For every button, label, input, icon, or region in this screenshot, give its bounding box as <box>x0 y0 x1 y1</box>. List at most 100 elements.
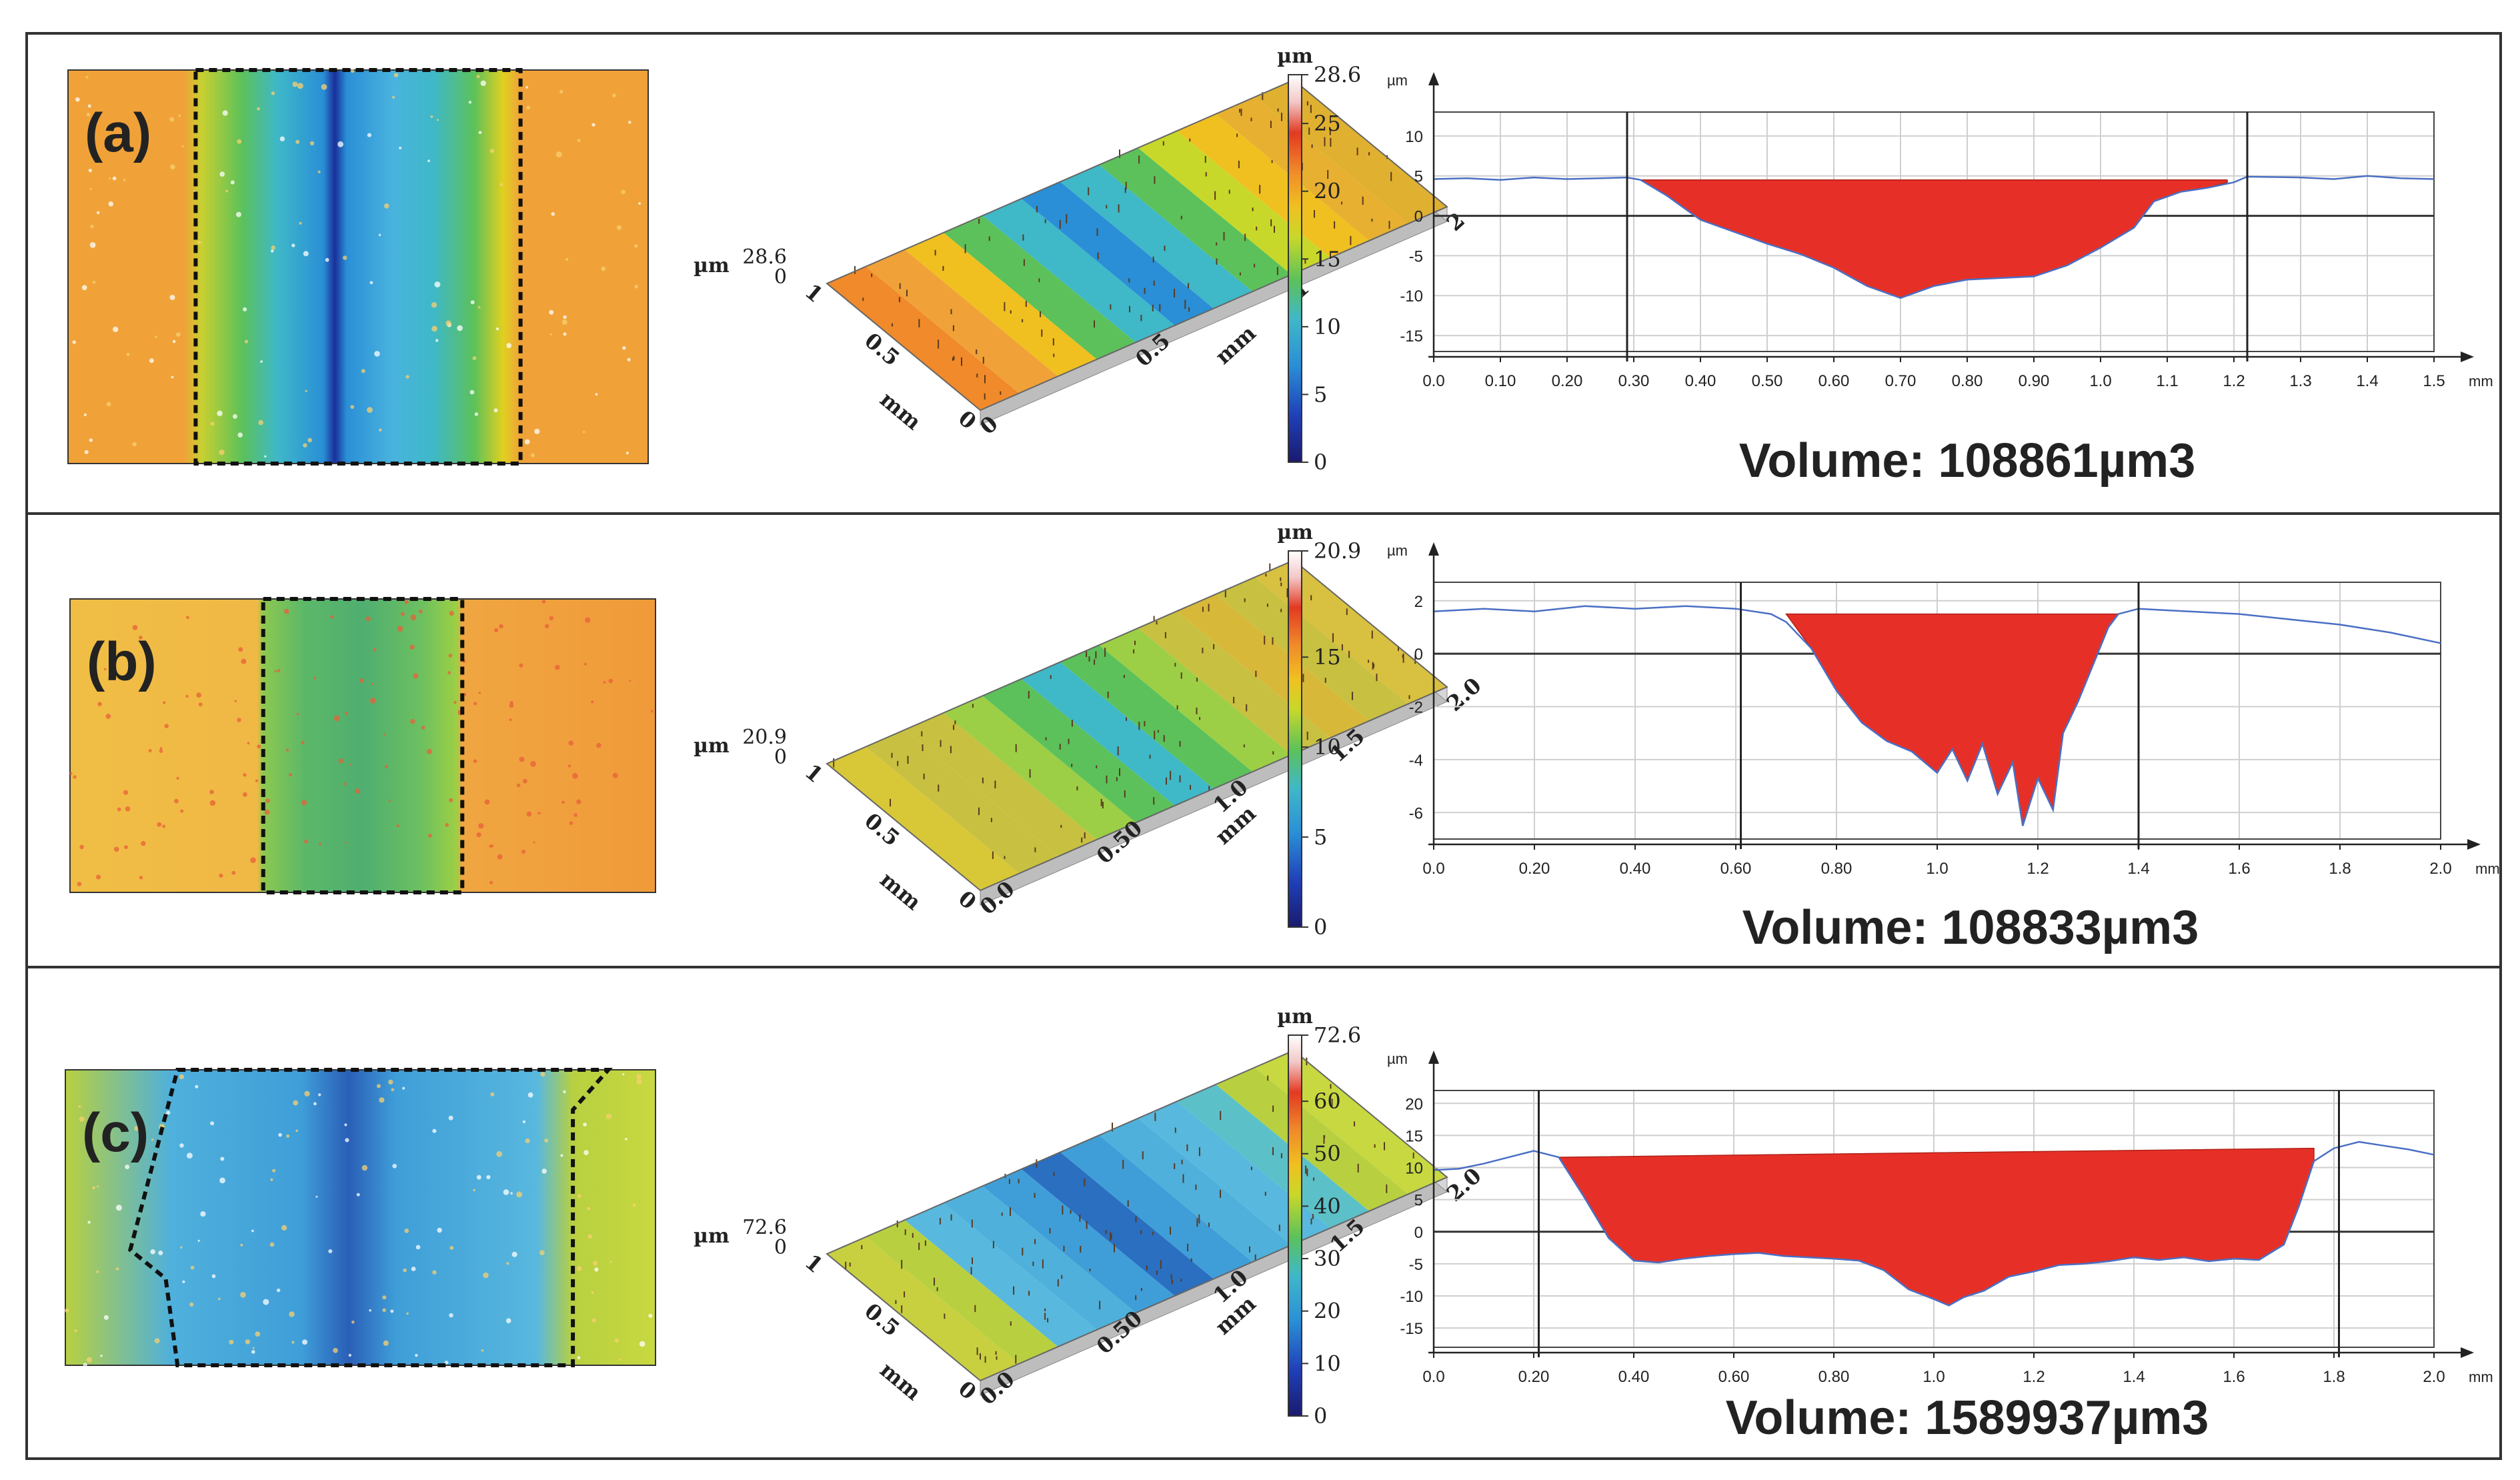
x-axis-unit: mm <box>2469 1369 2493 1385</box>
surface-speckle <box>219 1177 225 1184</box>
surface-speckle <box>625 452 629 455</box>
y-axis-unit: µm <box>1387 1050 1408 1067</box>
surface-speckle <box>232 414 237 419</box>
colorbar-tick-label: 10 <box>1314 1351 1341 1376</box>
y-tick-label: -5 <box>1409 247 1423 265</box>
surface-speckle <box>125 1165 130 1169</box>
colorbar-tick-label: 0 <box>1314 450 1327 475</box>
x-axis-arrow <box>2461 351 2474 362</box>
surface-speckle <box>478 823 484 829</box>
surface-speckle <box>648 1313 653 1318</box>
x-tick-label: 1.0 <box>1926 860 1948 878</box>
x-tick-label: 1.6 <box>2223 1368 2245 1386</box>
z-axis-unit: µm <box>694 734 730 758</box>
surface-speckle <box>359 678 364 683</box>
surface-speckle <box>307 438 313 443</box>
surface-stripe <box>904 1203 1097 1347</box>
surface-speckle <box>405 375 409 379</box>
topography-map: (b) <box>69 597 656 894</box>
surface-speckle <box>480 80 486 86</box>
surface-speckle <box>251 1229 254 1233</box>
surface-speckle <box>591 123 595 127</box>
x-tick-label: 1.0 <box>2089 372 2111 390</box>
surface-speckle <box>318 1093 321 1096</box>
y-tick-label: -5 <box>1409 1256 1423 1274</box>
surface-speckle <box>525 86 528 89</box>
surface-speckle <box>285 748 289 752</box>
surface-speckle <box>108 201 114 207</box>
surface-speckle <box>225 189 229 193</box>
surface-speckle <box>625 1138 627 1141</box>
surface-speckle <box>636 1078 642 1084</box>
y-tick-label: -15 <box>1400 1320 1423 1338</box>
surface-speckle <box>301 740 305 745</box>
surface-speckle <box>88 169 92 173</box>
surface-speckle <box>468 101 472 104</box>
surface-speckle <box>260 360 263 363</box>
surface-speckle <box>432 1270 437 1275</box>
surface-speckle <box>179 1143 184 1148</box>
surface-speckle <box>257 744 261 749</box>
surface-speckle <box>85 75 89 79</box>
surface-speckle <box>237 432 243 438</box>
profile-chart: 0.0 0.10 0.20 0.30 0.40 0.50 0.60 0.70 0.80 0.90 1… <box>1387 72 2493 390</box>
surface-speckle <box>81 285 87 291</box>
surface-speckle <box>309 141 315 145</box>
surface-speckle <box>563 332 567 336</box>
surface-speckle <box>545 624 549 628</box>
surface-speckle <box>251 1350 255 1354</box>
y-tick-label: -15 <box>1400 327 1423 345</box>
surface-stripe <box>1216 1067 1408 1211</box>
surface-outline <box>826 1049 1448 1382</box>
colorbar-unit: µm <box>1277 45 1313 68</box>
y-tick-label: -10 <box>1400 1288 1423 1306</box>
surface-speckle <box>123 179 126 181</box>
surface-speckle <box>318 842 321 846</box>
surface-speckle <box>410 614 417 621</box>
surface-speckle <box>79 1117 85 1123</box>
surface-speckle <box>397 626 403 632</box>
z-axis-unit: µm <box>694 1225 730 1248</box>
surface-speckle <box>164 724 169 728</box>
x-tick-label: 0.80 <box>1821 860 1852 878</box>
surface-speckle <box>264 455 267 458</box>
surface-speckle <box>426 748 432 754</box>
surface-speckle <box>540 1072 545 1077</box>
surface-speckle <box>410 718 415 724</box>
surface-speckle <box>427 833 432 838</box>
colorbar-tick-label: 5 <box>1314 382 1327 407</box>
surface-speckle <box>390 1309 394 1313</box>
colorbar-tick-label: 50 <box>1314 1141 1341 1167</box>
surface-speckle <box>369 1309 371 1312</box>
surface-outline <box>826 559 1448 892</box>
x-tick-label: 0.0 <box>1422 372 1444 390</box>
surface-speckle <box>200 241 203 244</box>
surface-speckle <box>271 249 274 253</box>
surface-speckle <box>510 1192 513 1195</box>
surface-speckle <box>301 800 307 806</box>
surface-speckle <box>594 1267 599 1272</box>
surface-speckle <box>77 882 82 886</box>
x-tick-label: 1.6 <box>2228 860 2250 878</box>
surface-speckle <box>78 1105 81 1108</box>
surface-stripe <box>1254 560 1447 704</box>
surface-speckle <box>427 159 430 163</box>
surface-speckle <box>245 1339 251 1345</box>
surface-speckle <box>476 1175 481 1180</box>
surface-speckle <box>474 412 479 416</box>
surface-speckle <box>349 763 351 766</box>
profile-line <box>1433 175 2435 299</box>
surface-speckle <box>83 1363 87 1367</box>
surface-speckle <box>378 233 381 236</box>
surface-speckle <box>472 356 477 360</box>
surface-speckle <box>350 405 355 409</box>
surface-speckle <box>158 1251 163 1255</box>
surface-speckle <box>109 177 111 180</box>
surface-stripe <box>982 678 1175 823</box>
surface-speckle <box>434 281 441 287</box>
surface-speckle <box>391 1088 394 1092</box>
surface-speckle <box>365 616 371 622</box>
surface-speckle <box>176 776 179 780</box>
